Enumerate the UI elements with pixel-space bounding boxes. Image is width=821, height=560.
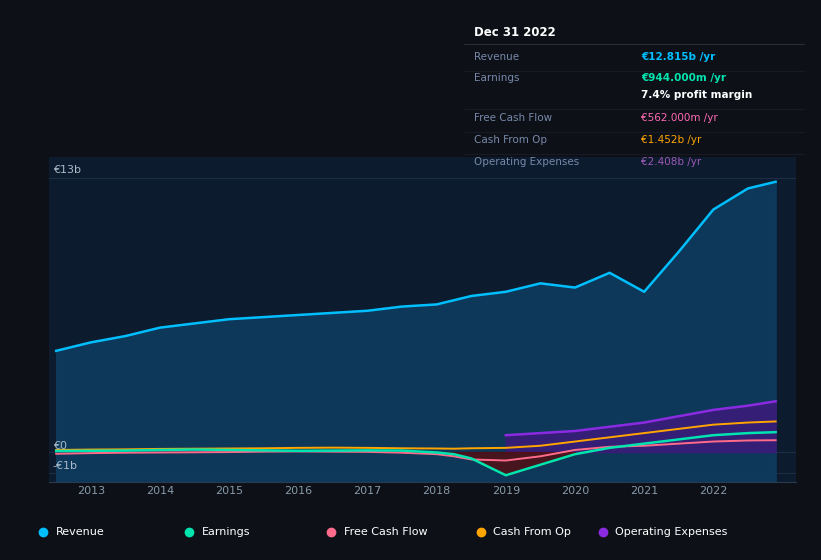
Text: €944.000m /yr: €944.000m /yr bbox=[641, 73, 726, 83]
Text: Revenue: Revenue bbox=[474, 52, 519, 62]
Text: €2.408b /yr: €2.408b /yr bbox=[641, 157, 701, 167]
Text: Free Cash Flow: Free Cash Flow bbox=[474, 113, 553, 123]
Text: €0: €0 bbox=[53, 441, 67, 451]
Text: Free Cash Flow: Free Cash Flow bbox=[343, 527, 427, 537]
Text: Earnings: Earnings bbox=[474, 73, 520, 83]
Text: -€1b: -€1b bbox=[53, 461, 78, 472]
Text: Revenue: Revenue bbox=[56, 527, 104, 537]
Text: Operating Expenses: Operating Expenses bbox=[474, 157, 580, 167]
Text: Dec 31 2022: Dec 31 2022 bbox=[474, 26, 556, 39]
Text: €1.452b /yr: €1.452b /yr bbox=[641, 135, 701, 145]
Text: Earnings: Earnings bbox=[202, 527, 250, 537]
Text: €12.815b /yr: €12.815b /yr bbox=[641, 52, 715, 62]
Text: €562.000m /yr: €562.000m /yr bbox=[641, 113, 718, 123]
Text: Cash From Op: Cash From Op bbox=[493, 527, 571, 537]
Text: 7.4% profit margin: 7.4% profit margin bbox=[641, 90, 752, 100]
Text: €13b: €13b bbox=[53, 165, 80, 175]
Text: Cash From Op: Cash From Op bbox=[474, 135, 547, 145]
Text: Operating Expenses: Operating Expenses bbox=[616, 527, 727, 537]
